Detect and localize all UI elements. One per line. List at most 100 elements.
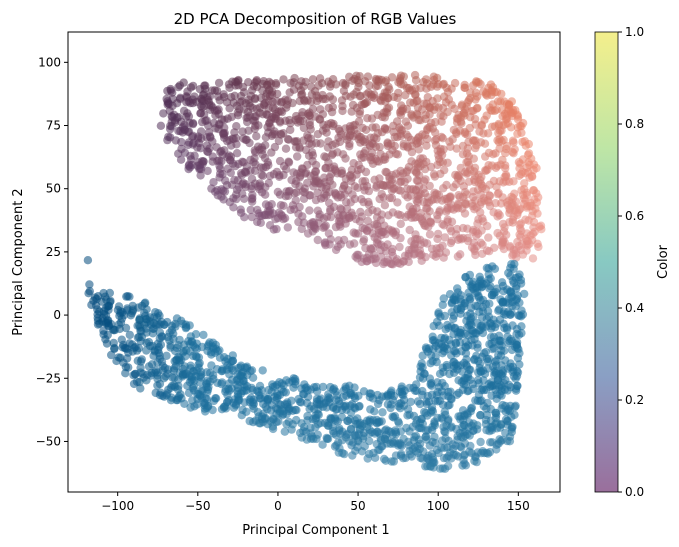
- scatter-point: [361, 167, 371, 177]
- scatter-point: [405, 441, 414, 450]
- scatter-point: [463, 311, 472, 320]
- scatter-point: [275, 116, 285, 126]
- scatter-point: [142, 315, 151, 324]
- scatter-point: [199, 110, 209, 119]
- scatter-point: [372, 156, 382, 166]
- scatter-point: [283, 400, 292, 409]
- scatter-point: [248, 190, 257, 200]
- scatter-point: [102, 295, 111, 304]
- scatter-point: [213, 191, 222, 200]
- scatter-point: [396, 219, 405, 229]
- scatter-point: [416, 154, 425, 163]
- scatter-point: [193, 143, 202, 152]
- scatter-point: [264, 385, 273, 395]
- scatter-point: [163, 317, 172, 327]
- scatter-point: [510, 189, 519, 198]
- scatter-point: [266, 115, 276, 125]
- scatter-point: [439, 184, 448, 193]
- scatter-point: [276, 400, 285, 410]
- scatter-point: [349, 90, 358, 99]
- scatter-point: [424, 344, 434, 353]
- scatter-point: [215, 161, 224, 170]
- scatter-point: [451, 338, 460, 348]
- scatter-point: [506, 123, 516, 132]
- scatter-point: [205, 105, 215, 115]
- scatter-point: [195, 165, 204, 174]
- scatter-point: [436, 464, 445, 473]
- scatter-point: [520, 289, 529, 299]
- scatter-point: [503, 405, 512, 415]
- scatter-point: [463, 144, 472, 153]
- scatter-point: [512, 281, 521, 291]
- scatter-point: [169, 381, 179, 390]
- scatter-point: [420, 177, 429, 186]
- scatter-point: [218, 169, 227, 179]
- y-tick-label: 25: [46, 245, 61, 259]
- scatter-point: [487, 426, 497, 435]
- scatter-point: [210, 86, 220, 95]
- scatter-point: [324, 137, 333, 146]
- scatter-point: [363, 454, 372, 463]
- scatter-point: [437, 387, 447, 396]
- scatter-point: [309, 434, 318, 444]
- x-tick-label: −100: [101, 499, 134, 513]
- scatter-point: [268, 103, 277, 112]
- scatter-point: [325, 240, 334, 249]
- scatter-point: [141, 298, 150, 307]
- scatter-point: [499, 319, 508, 328]
- scatter-point: [254, 182, 263, 191]
- scatter-point: [192, 339, 201, 348]
- scatter-point: [445, 224, 455, 233]
- scatter-point: [388, 412, 397, 421]
- scatter-point: [513, 129, 522, 138]
- scatter-point: [477, 396, 486, 405]
- scatter-point: [219, 403, 229, 412]
- scatter-point: [476, 190, 485, 199]
- scatter-point: [476, 296, 485, 305]
- scatter-point: [460, 80, 469, 90]
- scatter-point: [345, 122, 355, 131]
- scatter-point: [413, 441, 422, 451]
- scatter-point: [186, 403, 195, 412]
- scatter-point: [273, 89, 282, 99]
- scatter-point: [440, 311, 449, 321]
- scatter-point: [403, 121, 413, 130]
- scatter-point: [253, 142, 263, 151]
- scatter-point: [347, 441, 356, 450]
- scatter-point: [444, 387, 453, 397]
- scatter-point: [485, 247, 494, 256]
- scatter-point: [318, 94, 328, 104]
- scatter-point: [463, 157, 473, 166]
- scatter-point: [403, 166, 412, 175]
- scatter-point: [324, 229, 334, 238]
- x-tick-label: 50: [350, 499, 365, 513]
- scatter-point: [370, 429, 379, 438]
- scatter-point: [368, 123, 377, 132]
- scatter-point: [164, 385, 173, 394]
- scatter-point: [337, 412, 346, 422]
- scatter-point: [470, 245, 479, 254]
- scatter-point: [305, 108, 314, 117]
- scatter-point: [232, 149, 242, 158]
- y-tick-label: −50: [36, 434, 61, 448]
- scatter-point: [515, 270, 524, 279]
- scatter-point: [428, 124, 437, 133]
- scatter-point: [388, 437, 397, 447]
- scatter-point: [495, 126, 505, 136]
- scatter-point: [492, 182, 501, 191]
- scatter-point: [87, 300, 96, 310]
- scatter-point: [101, 335, 110, 344]
- scatter-point: [219, 195, 228, 204]
- x-axis: −100 −50 0 50 100 150: [101, 492, 530, 513]
- scatter-point: [486, 80, 496, 89]
- scatter-point: [418, 130, 427, 139]
- scatter-point: [528, 229, 538, 238]
- scatter-point: [515, 349, 524, 358]
- scatter-point: [322, 128, 331, 137]
- colorbar-tick-label: 0.0: [625, 485, 644, 499]
- scatter-point: [95, 307, 104, 316]
- scatter-point: [528, 254, 538, 263]
- scatter-point: [327, 150, 337, 160]
- scatter-point: [94, 292, 103, 301]
- scatter-point: [308, 227, 317, 236]
